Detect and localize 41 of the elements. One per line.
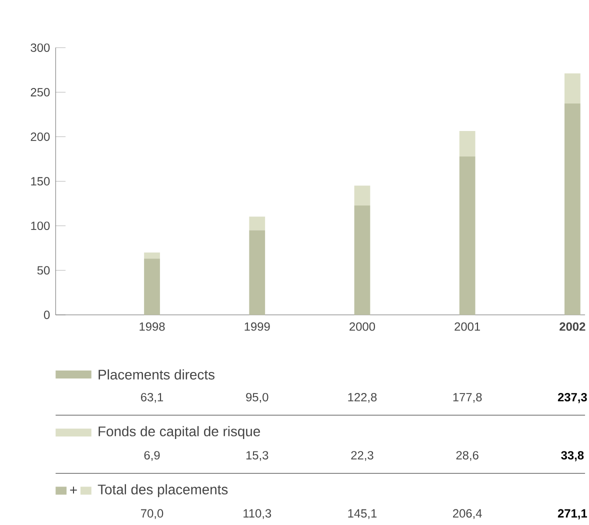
x-tick-label: 2002 (560, 322, 586, 331)
bar (354, 205, 370, 315)
y-tick-label: 300 (30, 43, 50, 52)
data-label: 33,8 (561, 450, 584, 462)
y-tick-label: 50 (37, 266, 50, 274)
bar (249, 216, 266, 230)
y-tick-label: 200 (30, 132, 50, 141)
text: 70,0 (141, 508, 164, 519)
bar (249, 230, 266, 315)
x-tick-label: 2000 (350, 322, 376, 331)
bar (144, 252, 160, 258)
text: 110,3 (244, 508, 272, 519)
bar (564, 103, 580, 315)
y-tick-label: 150 (31, 176, 50, 186)
data-label: 22,3 (351, 450, 374, 461)
text: 271,1 (558, 508, 588, 520)
data-label: 122,8 (348, 392, 377, 403)
data-label: 28,6 (456, 450, 478, 461)
data-label: 177,8 (453, 392, 482, 403)
bar (354, 185, 370, 206)
y-tick-label: 250 (30, 88, 50, 96)
bar (144, 258, 160, 315)
legend-label: Fonds de capital de risque (98, 426, 260, 439)
data-label: 95,0 (246, 392, 268, 403)
text: 145,1 (348, 509, 377, 519)
x-tick-label: 1998 (140, 322, 165, 331)
legend-label: Placements directs (98, 369, 214, 380)
data-label: 63,1 (141, 392, 164, 403)
text: + (70, 486, 77, 494)
text: 206,4 (453, 508, 482, 519)
y-tick-label: 100 (31, 221, 50, 230)
text: Total des placements (98, 484, 228, 497)
data-label: 237,3 (558, 392, 587, 403)
x-tick-label: 2001 (454, 322, 480, 331)
bar (459, 130, 476, 156)
y-tick-label: 0 (44, 310, 50, 319)
bar (564, 73, 580, 104)
x-tick-label: 1999 (244, 322, 270, 331)
data-label: 15,3 (246, 450, 268, 461)
bar (459, 156, 476, 315)
data-label: 6,9 (144, 450, 160, 461)
